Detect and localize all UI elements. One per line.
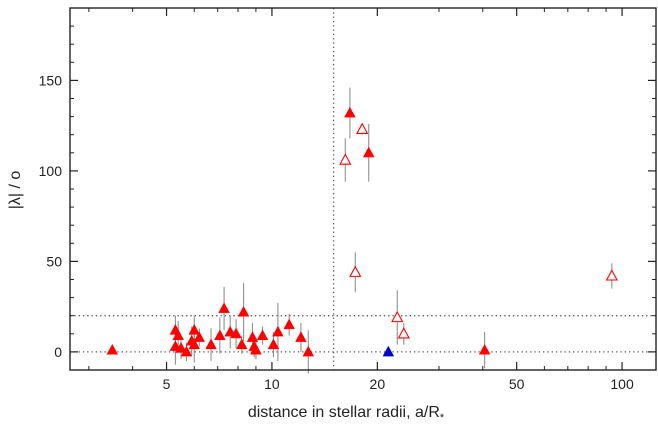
data-point-open-triangle xyxy=(605,269,618,281)
reference-lines xyxy=(70,8,656,370)
data-point-filled-triangle xyxy=(214,329,226,341)
data-point-filled-triangle xyxy=(218,302,230,313)
x-tick-label: 10 xyxy=(264,376,280,392)
data-point-filled-triangle xyxy=(180,345,193,357)
data-point-filled-triangle xyxy=(236,338,248,350)
data-point-filled-triangle xyxy=(193,331,205,342)
data-point-open-triangle xyxy=(397,327,410,339)
data-point-filled-triangle xyxy=(172,329,184,341)
data-point-filled-triangle xyxy=(283,318,295,330)
data-point-filled-triangle xyxy=(272,325,284,337)
axes: 5 10 20 50 100 0 50 100 150 xyxy=(39,7,657,392)
data-point-open-triangle xyxy=(391,310,404,323)
data-point-filled-triangle xyxy=(175,342,187,353)
error-bars xyxy=(174,87,613,374)
y-tick-label: 150 xyxy=(39,72,63,88)
data-point-filled-triangle xyxy=(246,331,259,342)
data-point-open-triangle xyxy=(339,153,352,165)
y-axis-label: |λ| / o xyxy=(7,171,24,210)
data-point-filled-triangle xyxy=(302,345,315,357)
data-point-filled-triangle xyxy=(188,338,200,350)
y-tick-label: 100 xyxy=(39,163,63,179)
data-point-filled-triangle xyxy=(344,106,356,118)
data-point-filled-triangle xyxy=(188,324,200,335)
data-point-filled-triangle xyxy=(205,338,217,350)
data-point-filled-triangle xyxy=(256,329,269,341)
y-tick-label: 0 xyxy=(54,344,62,360)
x-tick-label: 20 xyxy=(370,376,386,392)
data-point-open-triangle xyxy=(349,265,362,277)
data-point-filled-triangle xyxy=(106,343,119,355)
data-point-filled-triangle xyxy=(295,331,307,342)
y-tick-label: 50 xyxy=(46,253,62,269)
x-axis-label: distance in stellar radii, a/R* xyxy=(248,404,445,424)
data-point-filled-triangle xyxy=(478,343,491,355)
data-point-open-triangle xyxy=(356,122,369,134)
data-point-filled-triangle xyxy=(382,345,395,357)
data-point-filled-triangle xyxy=(230,327,242,339)
x-tick-label: 100 xyxy=(610,376,634,392)
data-points xyxy=(106,106,618,357)
data-point-filled-triangle xyxy=(267,338,280,350)
data-point-filled-triangle xyxy=(237,305,250,317)
x-tick-label: 50 xyxy=(509,376,525,392)
data-point-filled-triangle xyxy=(363,146,375,158)
x-tick-label: 5 xyxy=(163,376,171,392)
data-point-filled-triangle xyxy=(250,343,262,355)
